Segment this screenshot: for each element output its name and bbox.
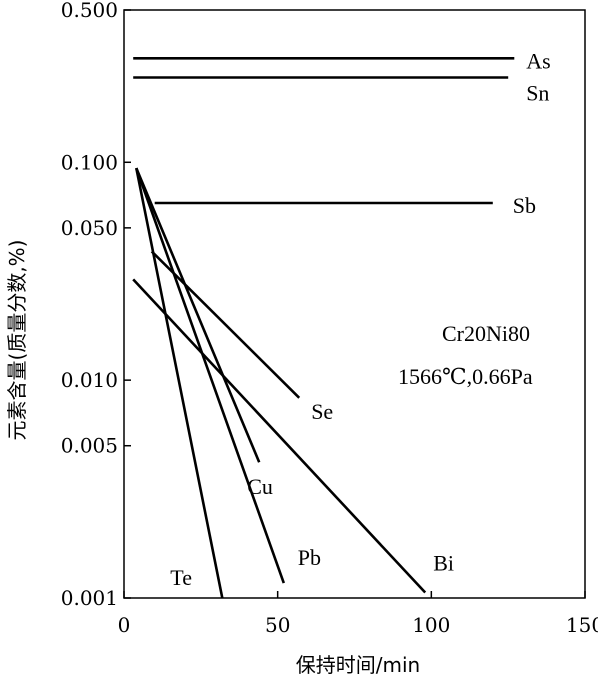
x-axis-ticks: 0 50 100 150: [118, 591, 598, 637]
series-labels: As Sn Sb Se Cu Te Pb Bi: [170, 48, 550, 590]
series-line-te: [135, 167, 224, 599]
series-line-bi: [132, 278, 427, 594]
plot-frame: [123, 9, 586, 599]
series-label-se: Se: [311, 399, 333, 424]
y-tick-label: 0.010: [61, 368, 118, 392]
y-tick-label: 0.001: [61, 586, 118, 610]
series-line-se: [150, 250, 301, 399]
series-label-sn: Sn: [526, 81, 549, 106]
series-label-te: Te: [170, 565, 192, 590]
y-tick-label: 0.050: [61, 216, 118, 240]
y-tick-label: 0.100: [61, 150, 118, 174]
y-tick-label: 0.500: [61, 0, 118, 22]
series-line-cu: [135, 167, 261, 463]
y-axis-ticks: 0.001 0.005 0.010 0.050 0.100 0.500: [61, 0, 131, 610]
series-label-bi: Bi: [433, 551, 454, 576]
series-label-pb: Pb: [298, 545, 321, 570]
x-tick-label: 50: [265, 613, 290, 637]
series-lines: [132, 56, 515, 599]
series-label-cu: Cu: [247, 474, 273, 499]
y-axis-title: 元素含量(质量分数,%): [5, 240, 29, 441]
series-label-sb: Sb: [513, 193, 536, 218]
annotation-conditions: 1566℃,0.66Pa: [398, 364, 533, 389]
x-axis-title: 保持时间/min: [296, 653, 420, 677]
x-tick-label: 150: [566, 613, 598, 637]
annotation-alloy: Cr20Ni80: [442, 321, 530, 346]
series-label-as: As: [526, 48, 550, 73]
y-tick-label: 0.005: [61, 434, 118, 458]
x-tick-label: 100: [412, 613, 450, 637]
x-tick-label: 0: [118, 613, 131, 637]
series-line-pb: [135, 167, 286, 584]
